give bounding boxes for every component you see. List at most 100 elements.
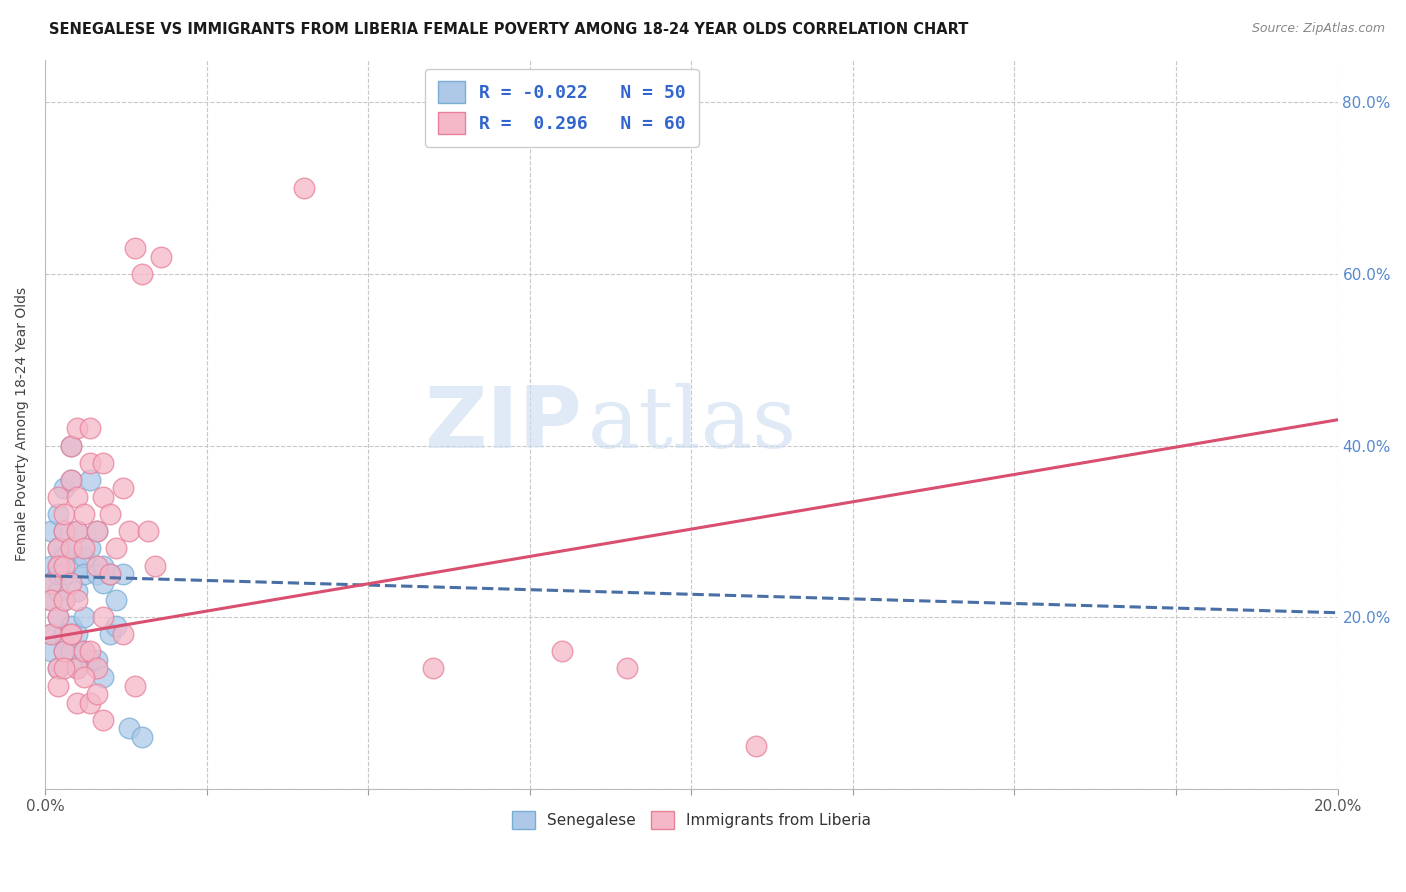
Point <box>53 549 76 564</box>
Point <box>124 679 146 693</box>
Point <box>86 524 108 539</box>
Point <box>41 575 63 590</box>
Point <box>53 567 76 582</box>
Point <box>46 507 69 521</box>
Point <box>118 524 141 539</box>
Point <box>41 627 63 641</box>
Point <box>46 584 69 599</box>
Point <box>91 670 114 684</box>
Point <box>46 541 69 556</box>
Point <box>98 507 121 521</box>
Point <box>59 438 82 452</box>
Point <box>86 558 108 573</box>
Point <box>66 421 89 435</box>
Point <box>66 524 89 539</box>
Point <box>124 241 146 255</box>
Point <box>53 524 76 539</box>
Point <box>73 567 96 582</box>
Point <box>111 627 134 641</box>
Point <box>53 482 76 496</box>
Point <box>73 549 96 564</box>
Point <box>111 567 134 582</box>
Point <box>98 567 121 582</box>
Point <box>46 679 69 693</box>
Point <box>131 267 153 281</box>
Point <box>41 575 63 590</box>
Text: Source: ZipAtlas.com: Source: ZipAtlas.com <box>1251 22 1385 36</box>
Text: ZIP: ZIP <box>423 383 582 466</box>
Point <box>53 644 76 658</box>
Point <box>59 627 82 641</box>
Point <box>79 696 101 710</box>
Text: SENEGALESE VS IMMIGRANTS FROM LIBERIA FEMALE POVERTY AMONG 18-24 YEAR OLDS CORRE: SENEGALESE VS IMMIGRANTS FROM LIBERIA FE… <box>49 22 969 37</box>
Point <box>59 644 82 658</box>
Point <box>86 653 108 667</box>
Point <box>59 627 82 641</box>
Point <box>105 618 128 632</box>
Point <box>41 558 63 573</box>
Point <box>53 661 76 675</box>
Point <box>41 524 63 539</box>
Point <box>46 558 69 573</box>
Point <box>138 524 160 539</box>
Point <box>66 661 89 675</box>
Point <box>118 722 141 736</box>
Point <box>66 661 89 675</box>
Point <box>79 653 101 667</box>
Y-axis label: Female Poverty Among 18-24 Year Olds: Female Poverty Among 18-24 Year Olds <box>15 287 30 561</box>
Point <box>98 627 121 641</box>
Legend: Senegalese, Immigrants from Liberia: Senegalese, Immigrants from Liberia <box>506 805 877 836</box>
Point <box>73 507 96 521</box>
Point <box>150 250 173 264</box>
Point <box>79 456 101 470</box>
Point <box>73 541 96 556</box>
Point <box>59 438 82 452</box>
Point <box>46 610 69 624</box>
Point <box>66 584 89 599</box>
Point <box>46 490 69 504</box>
Point <box>41 592 63 607</box>
Point <box>91 456 114 470</box>
Point <box>53 627 76 641</box>
Point <box>46 541 69 556</box>
Point <box>73 670 96 684</box>
Point <box>59 473 82 487</box>
Point <box>91 490 114 504</box>
Point <box>105 541 128 556</box>
Point <box>41 644 63 658</box>
Point <box>46 661 69 675</box>
Point <box>292 181 315 195</box>
Point <box>46 558 69 573</box>
Point <box>53 558 76 573</box>
Point <box>86 687 108 701</box>
Point <box>53 592 76 607</box>
Point <box>41 592 63 607</box>
Point <box>131 730 153 744</box>
Point <box>79 644 101 658</box>
Point <box>46 567 69 582</box>
Point <box>73 610 96 624</box>
Point <box>73 644 96 658</box>
Point <box>105 592 128 607</box>
Point <box>46 661 69 675</box>
Text: atlas: atlas <box>588 383 797 466</box>
Point <box>551 644 574 658</box>
Point <box>86 661 108 675</box>
Point <box>745 739 768 753</box>
Point <box>46 610 69 624</box>
Point <box>53 644 76 658</box>
Point <box>91 610 114 624</box>
Point <box>111 482 134 496</box>
Point <box>66 490 89 504</box>
Point <box>53 524 76 539</box>
Point <box>73 644 96 658</box>
Point <box>59 473 82 487</box>
Point <box>66 627 89 641</box>
Point <box>98 567 121 582</box>
Point <box>616 661 638 675</box>
Point <box>79 421 101 435</box>
Point <box>86 567 108 582</box>
Point <box>79 473 101 487</box>
Point <box>59 575 82 590</box>
Point <box>91 558 114 573</box>
